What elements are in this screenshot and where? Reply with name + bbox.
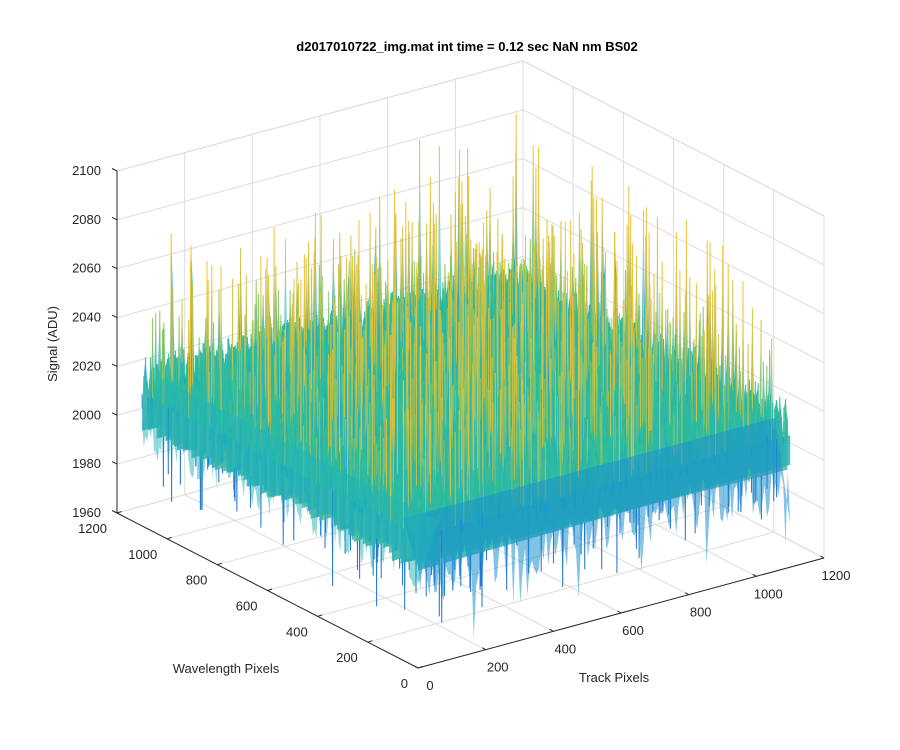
surface-mesh	[141, 113, 791, 638]
box-edge	[116, 60, 524, 172]
box-edge	[522, 60, 825, 217]
